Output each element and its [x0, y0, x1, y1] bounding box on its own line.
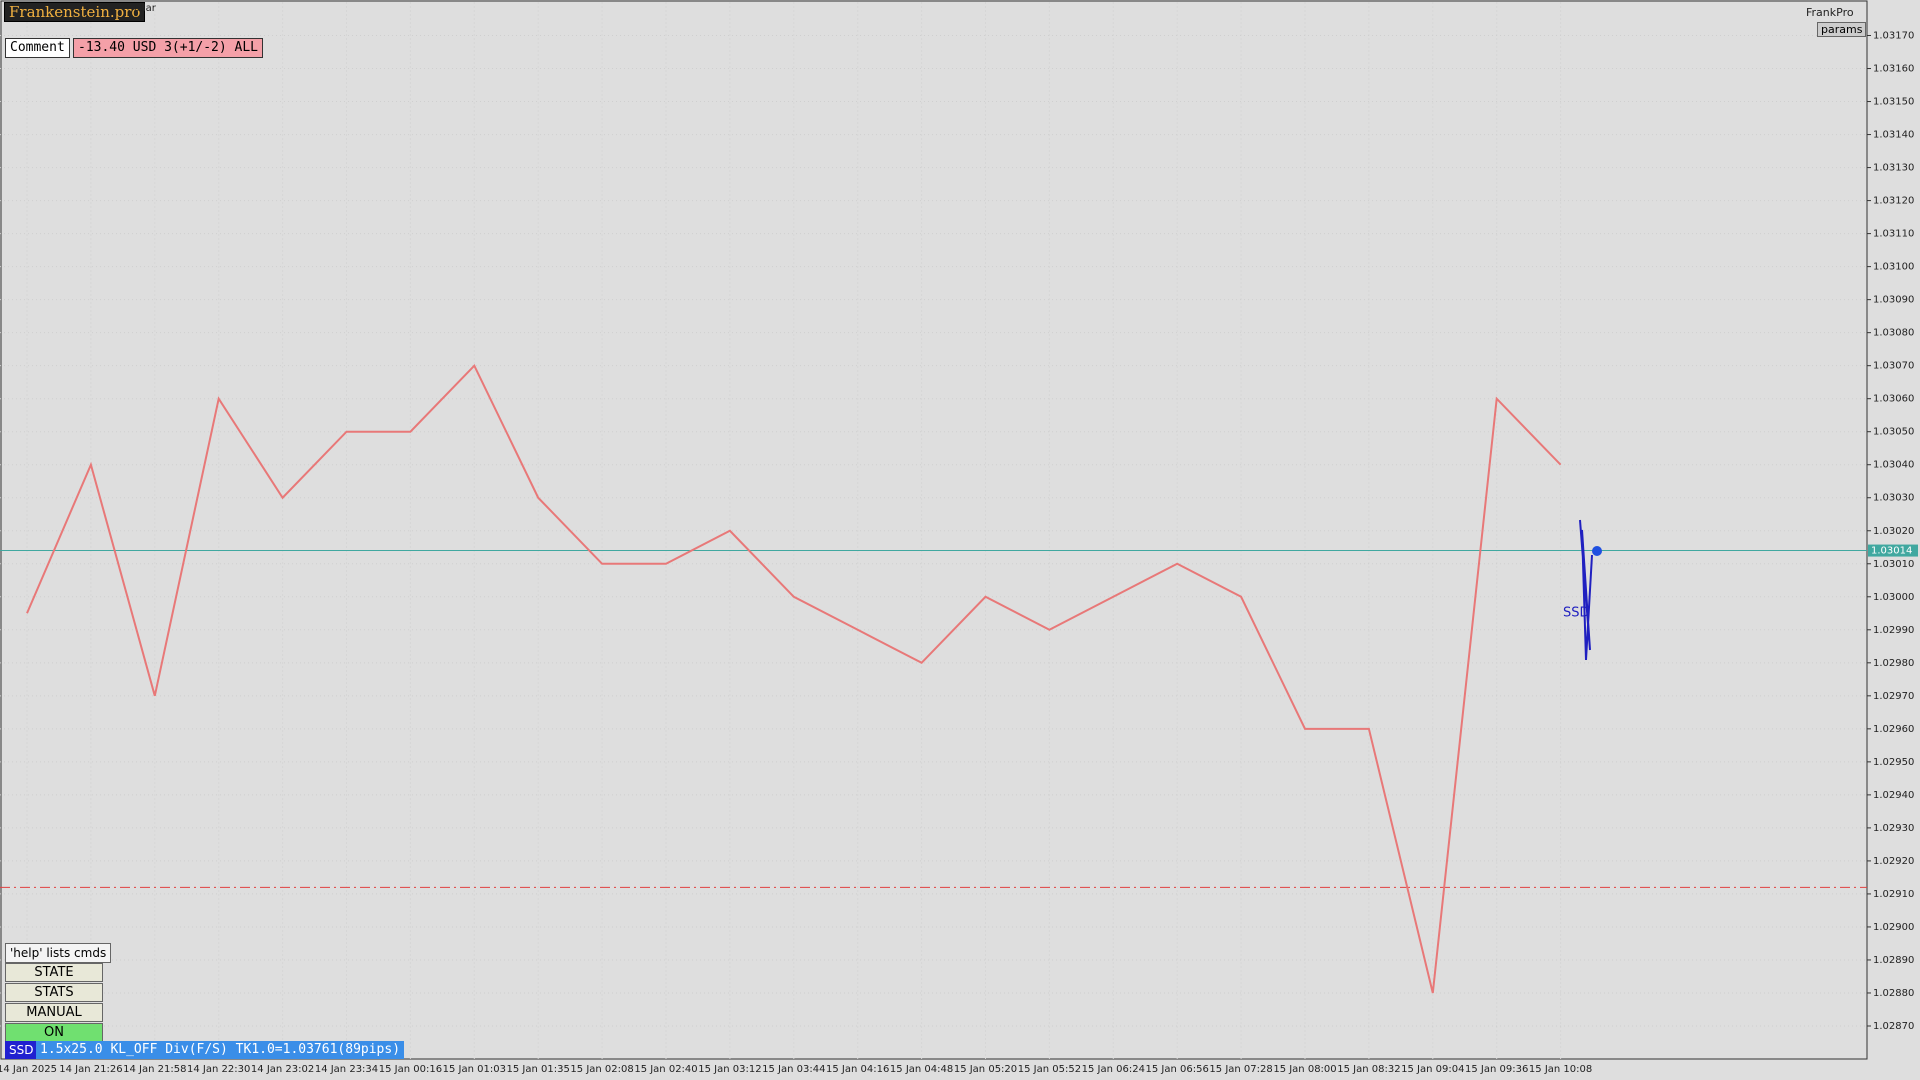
y-tick-label: 1.02940 [1873, 790, 1914, 801]
y-tick-label: 1.02910 [1873, 889, 1914, 900]
x-tick-label: 15 Jan 01:35 [507, 1064, 570, 1075]
x-tick-label: 14 Jan 22:30 [187, 1064, 250, 1075]
brand-logo[interactable]: Frankenstein.pro [4, 2, 146, 22]
x-tick-label: 15 Jan 08:32 [1337, 1064, 1400, 1075]
x-tick-label: 15 Jan 09:36 [1465, 1064, 1528, 1075]
x-tick-label: 14 Jan 21:58 [123, 1064, 186, 1075]
y-tick-label: 1.02960 [1873, 724, 1914, 735]
drawing-mark [1579, 519, 1593, 661]
chart-annotation: SSD [1563, 606, 1590, 621]
y-tick-label: 1.03100 [1873, 262, 1914, 273]
x-tick-label: 14 Jan 23:34 [315, 1064, 378, 1075]
y-tick-label: 1.02990 [1873, 625, 1914, 636]
status-tag: SSD [5, 1041, 38, 1059]
y-tick-label: 1.03030 [1873, 493, 1914, 504]
y-tick-label: 1.03070 [1873, 361, 1914, 372]
y-tick-label: 1.02880 [1873, 988, 1914, 999]
plot-frame [0, 0, 1868, 1060]
y-tick-label: 1.03110 [1873, 229, 1914, 240]
x-tick-label: 14 Jan 21:26 [59, 1064, 122, 1075]
y-tick-label: 1.03090 [1873, 295, 1914, 306]
y-tick-label: 1.02900 [1873, 922, 1914, 933]
symbol-text: ollar [134, 3, 156, 14]
y-tick-label: 1.03020 [1873, 526, 1914, 537]
x-tick-label: 14 Jan 2025 [0, 1064, 57, 1075]
y-tick-label: 1.03000 [1873, 592, 1914, 603]
current-price-box [1868, 544, 1918, 557]
x-tick-label: 15 Jan 08:00 [1273, 1064, 1336, 1075]
y-tick-label: 1.03130 [1873, 163, 1914, 174]
panel-button[interactable]: ON [5, 1023, 103, 1042]
y-tick-label: 1.02950 [1873, 757, 1914, 768]
panel-button[interactable]: STATS [5, 983, 103, 1002]
y-tick-label: 1.03060 [1873, 394, 1914, 405]
y-tick-label: 1.03040 [1873, 460, 1914, 471]
expert-name: FrankPro [1806, 6, 1854, 19]
price-line [26, 363, 1562, 994]
x-tick-label: 15 Jan 10:08 [1529, 1064, 1592, 1075]
x-tick-label: 15 Jan 04:16 [826, 1064, 889, 1075]
help-hint: 'help' lists cmds [5, 943, 112, 963]
status-text: 1.5x25.0 KL_OFF Div(F/S) TK1.0=1.03761(8… [36, 1041, 405, 1059]
x-tick-label: 14 Jan 23:02 [251, 1064, 314, 1075]
y-tick-label: 1.03080 [1873, 328, 1914, 339]
y-tick-label: 1.03150 [1873, 97, 1914, 108]
x-tick-label: 15 Jan 01:03 [443, 1064, 506, 1075]
panel-button[interactable]: STATE [5, 963, 103, 982]
y-tick-label: 1.02980 [1873, 658, 1914, 669]
x-tick-label: 15 Jan 06:24 [1082, 1064, 1145, 1075]
x-tick-label: 15 Jan 05:52 [1018, 1064, 1081, 1075]
x-tick-label: 15 Jan 03:44 [762, 1064, 825, 1075]
y-tick-label: 1.03010 [1873, 559, 1914, 570]
y-tick-label: 1.02870 [1873, 1021, 1914, 1032]
marker-icon [1592, 546, 1602, 556]
x-tick-label: 15 Jan 03:12 [698, 1064, 761, 1075]
y-tick-label: 1.02920 [1873, 856, 1914, 867]
comment-label: Comment [5, 38, 70, 58]
x-tick-label: 15 Jan 07:28 [1209, 1064, 1272, 1075]
x-tick-label: 15 Jan 02:08 [570, 1064, 633, 1075]
y-tick-label: 1.03160 [1873, 64, 1914, 75]
x-tick-label: 15 Jan 06:56 [1146, 1064, 1209, 1075]
x-tick-label: 15 Jan 05:20 [954, 1064, 1017, 1075]
params-button[interactable]: params [1817, 22, 1867, 37]
x-tick-label: 15 Jan 04:48 [890, 1064, 953, 1075]
panel-button[interactable]: MANUAL [5, 1003, 103, 1022]
y-tick-label: 1.02890 [1873, 955, 1914, 966]
y-tick-label: 1.02930 [1873, 823, 1914, 834]
x-tick-label: 15 Jan 00:16 [379, 1064, 442, 1075]
x-tick-label: 15 Jan 09:04 [1401, 1064, 1464, 1075]
current-price-label: 1.03014 [1871, 546, 1912, 557]
y-tick-label: 1.03120 [1873, 196, 1914, 207]
comment-value: -13.40 USD 3(+1/-2) ALL [73, 38, 264, 58]
y-tick-label: 1.03050 [1873, 427, 1914, 438]
y-tick-label: 1.02970 [1873, 691, 1914, 702]
x-tick-label: 15 Jan 02:40 [634, 1064, 697, 1075]
y-tick-label: 1.03140 [1873, 130, 1914, 141]
y-tick-label: 1.03170 [1873, 31, 1914, 42]
